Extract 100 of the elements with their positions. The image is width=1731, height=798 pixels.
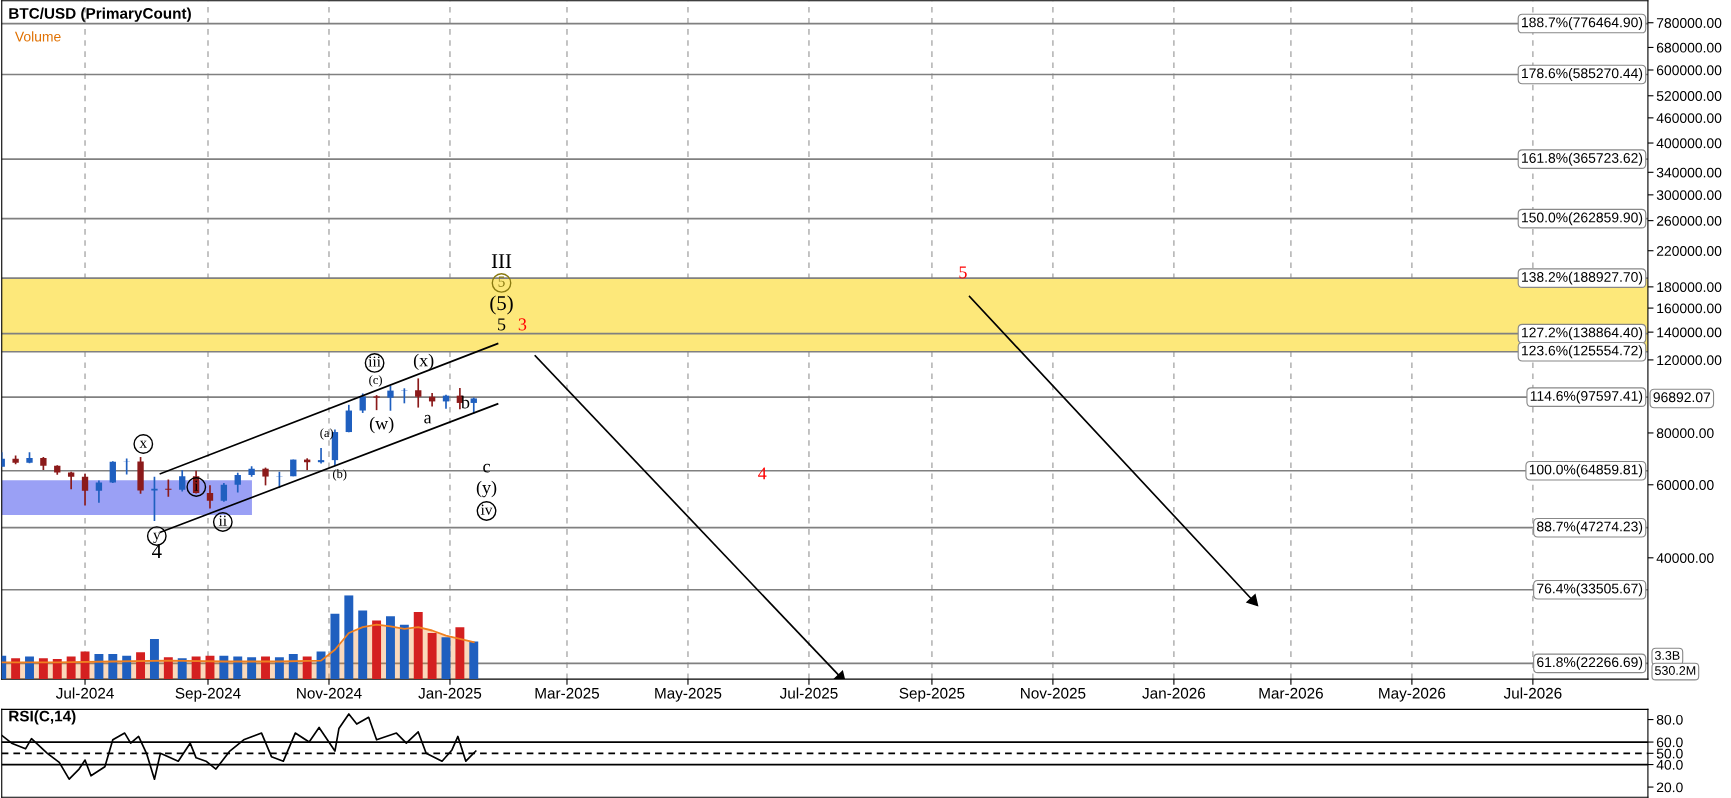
- text: 3.3B: [1654, 651, 1680, 660]
- bar: [247, 657, 257, 680]
- ref-line-label: 114.6%(97597.41): [1530, 390, 1643, 404]
- y-tick-label: 600000.00: [1656, 65, 1722, 76]
- ref-line-label: 100.0%(64859.81): [1529, 464, 1643, 478]
- y-tick-label: 340000.00: [1656, 167, 1722, 178]
- y-tick-label: 60.0: [1656, 737, 1683, 748]
- annotation: iv: [480, 504, 493, 515]
- bar: [274, 657, 284, 680]
- bar: [38, 658, 48, 680]
- candlestick: [109, 460, 116, 484]
- x-tick-label: May-2025: [655, 687, 722, 702]
- annotation: 5: [498, 318, 506, 331]
- y-tick-label: 50.0: [1656, 748, 1683, 759]
- annotation: b: [460, 395, 470, 409]
- candlestick: [95, 479, 103, 504]
- bar: [52, 658, 62, 680]
- x-tick-label: Jul-2026: [1503, 687, 1562, 699]
- bar: [386, 616, 395, 680]
- ref-line-label: 150.0%(262859.90): [1522, 212, 1643, 226]
- bar: [316, 651, 326, 680]
- text: 96892.07: [1653, 392, 1711, 403]
- x-tick-label: Jul-2024: [55, 687, 114, 699]
- bar: [455, 627, 465, 680]
- x-tick-label: Jan-2026: [1142, 687, 1206, 699]
- bar: [149, 638, 159, 680]
- annotation: c: [483, 463, 490, 473]
- annotation: Volume: [14, 31, 61, 42]
- y-tick-label: 20.0: [1656, 782, 1683, 793]
- candlestick: [151, 476, 158, 522]
- y-tick-label: 60000.00: [1656, 480, 1714, 490]
- bar: [288, 653, 298, 680]
- y-tick-label: 180000.00: [1657, 282, 1722, 293]
- x-tick-label: Nov-2025: [1021, 687, 1086, 699]
- bar: [25, 656, 34, 680]
- y-tick-label: 80.0: [1656, 714, 1683, 725]
- annotation: III: [491, 254, 512, 268]
- chart-title: BTC/USD (PrimaryCount): [9, 7, 191, 22]
- annotation: (x): [413, 353, 434, 371]
- bar: [372, 620, 382, 680]
- chart-title: RSI(C,14): [9, 710, 76, 725]
- y-tick-label: 780000.00: [1656, 18, 1722, 28]
- y-tick-label: 400000.00: [1656, 138, 1722, 149]
- y-tick-label: 520000.00: [1656, 91, 1722, 101]
- bar: [441, 637, 451, 680]
- candlestick: [345, 404, 352, 434]
- bar: [330, 613, 340, 680]
- text: 530.2M: [1655, 666, 1696, 675]
- y-tick-label: 160000.00: [1657, 303, 1722, 314]
- annotation: ii: [218, 515, 227, 526]
- candlestick: [206, 484, 214, 510]
- annotation: x: [139, 440, 147, 448]
- x-tick-label: Jan-2025: [418, 687, 482, 699]
- x-tick-label: Sep-2024: [175, 687, 241, 702]
- candlestick: [234, 472, 241, 494]
- candlestick: [317, 447, 325, 465]
- bar: [261, 656, 270, 680]
- annotation: (w): [369, 416, 394, 434]
- annotation: (c): [369, 375, 382, 387]
- y-tick-label: 80000.00: [1656, 428, 1714, 439]
- y-tick-label: 220000.00: [1656, 246, 1722, 256]
- bar: [108, 653, 118, 680]
- annotation: a: [424, 414, 432, 424]
- bar: [427, 633, 437, 680]
- candlestick: [359, 392, 366, 414]
- ref-line-label: 76.4%(33505.67): [1537, 583, 1643, 597]
- bar: [358, 610, 368, 680]
- bar: [66, 656, 76, 680]
- y-tick-label: 120000.00: [1657, 355, 1722, 366]
- annotation: 3: [518, 318, 527, 331]
- bar: [302, 656, 312, 680]
- y-tick-label: 140000.00: [1657, 327, 1722, 338]
- y-tick-label: 40.0: [1656, 759, 1683, 770]
- annotation: 5: [498, 276, 505, 287]
- ref-line-label: 188.7%(776464.90): [1522, 17, 1643, 31]
- bar: [399, 624, 409, 680]
- ref-line-label: 88.7%(47274.23): [1537, 521, 1643, 535]
- candlestick: [179, 469, 186, 493]
- candlestick: [81, 472, 89, 507]
- bar: [136, 652, 146, 680]
- bar: [469, 641, 479, 680]
- ref-line-label: 138.2%(188927.70): [1522, 271, 1643, 285]
- x-tick-label: Nov-2024: [297, 687, 362, 699]
- x-tick-label: May-2026: [1379, 687, 1446, 702]
- bar: [94, 653, 104, 680]
- annotation: i: [194, 480, 199, 491]
- y-tick-label: 40000.00: [1656, 553, 1714, 563]
- candlestick: [123, 457, 130, 476]
- x-tick-label: Jul-2025: [779, 687, 838, 699]
- candlestick: [220, 482, 228, 503]
- y-tick-label: 460000.00: [1656, 113, 1722, 124]
- y-tick-label: 680000.00: [1656, 42, 1722, 53]
- ref-line-label: 61.8%(22266.69): [1537, 656, 1643, 670]
- annotation: 4: [152, 544, 162, 559]
- annotation: 4: [758, 467, 767, 480]
- ref-line-label: 161.8%(365723.62): [1522, 152, 1643, 166]
- bar: [233, 656, 243, 680]
- bar: [191, 656, 201, 680]
- bar: [11, 658, 21, 680]
- annotation: (b): [332, 469, 347, 481]
